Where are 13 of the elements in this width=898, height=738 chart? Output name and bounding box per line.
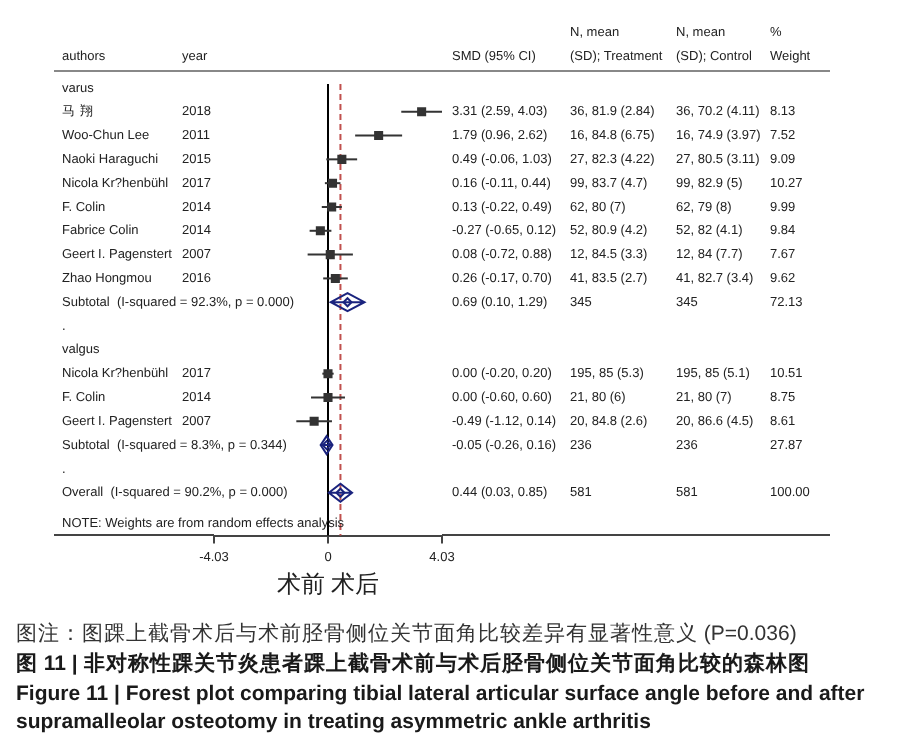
text: 图注：图踝上截骨术后与术前胫骨侧位关节面角比较差异有显著性意义 (P=0.036) <box>16 620 799 648</box>
point <box>309 416 319 426</box>
point <box>330 273 340 283</box>
point <box>325 250 335 260</box>
caption: 图 11 | 非对称性踝关节炎患者踝上截骨术前与术后胫骨侧位关节面角比较的森林图 <box>16 650 812 678</box>
point <box>374 131 384 141</box>
point <box>323 392 333 403</box>
point <box>337 154 347 164</box>
x-axis-title: 术前 术后 <box>277 569 379 598</box>
caption: Figure 11 | Forest plot comparing tibial lateral articular surface angle before and after supramalleolar osteotomy in treating asymmetric ankle arthritis <box>16 680 867 736</box>
point <box>417 107 427 117</box>
point <box>315 226 325 236</box>
point <box>327 202 337 212</box>
